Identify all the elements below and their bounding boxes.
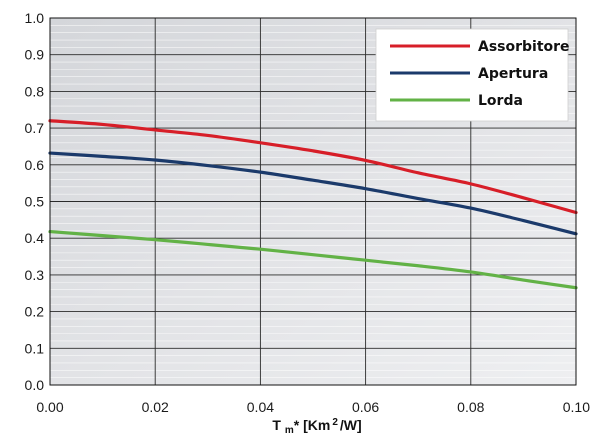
y-tick-label: 0.9 <box>25 47 45 63</box>
x-axis-title-mid: * [Km <box>294 417 331 433</box>
y-tick-label: 0.5 <box>25 194 45 210</box>
y-tick-label: 0.7 <box>25 120 45 136</box>
x-tick-label: 0.06 <box>352 399 379 415</box>
legend-label-apertura: Apertura <box>478 66 548 82</box>
y-tick-label: 0.1 <box>25 340 45 356</box>
y-tick-label: 0.0 <box>25 377 45 393</box>
x-tick-label: 0.02 <box>142 399 169 415</box>
x-axis-ticks: 0.00 0.02 0.04 0.06 0.08 0.10 <box>36 399 590 415</box>
x-axis-title-base: T <box>272 417 281 433</box>
y-tick-label: 0.3 <box>25 267 45 283</box>
x-axis-title-superscript: 2 <box>332 417 338 428</box>
y-axis-ticks: 0.0 0.1 0.2 0.3 0.4 0.5 0.6 0.7 0.8 0.9 1.0 <box>25 10 45 393</box>
y-tick-label: 0.4 <box>25 230 45 246</box>
x-tick-label: 0.10 <box>563 399 590 415</box>
y-tick-label: 0.2 <box>25 304 45 320</box>
x-tick-label: 0.08 <box>457 399 484 415</box>
x-axis-title-subscript: m <box>285 425 294 436</box>
legend: Assorbitore Apertura Lorda <box>376 29 570 121</box>
x-tick-label: 0.04 <box>247 399 274 415</box>
y-tick-label: 1.0 <box>25 10 45 26</box>
legend-label-lorda: Lorda <box>478 93 523 109</box>
x-axis-title-end: /W] <box>340 417 362 433</box>
y-tick-label: 0.6 <box>25 157 45 173</box>
y-tick-label: 0.8 <box>25 83 45 99</box>
x-tick-label: 0.00 <box>36 399 63 415</box>
legend-label-assorbitore: Assorbitore <box>478 39 570 55</box>
